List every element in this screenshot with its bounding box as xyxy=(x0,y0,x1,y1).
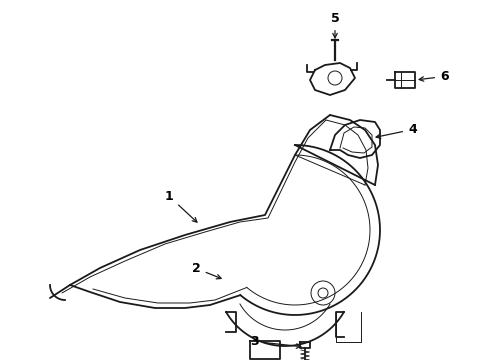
Text: 3: 3 xyxy=(250,335,301,348)
Text: 4: 4 xyxy=(376,123,417,138)
Text: 1: 1 xyxy=(165,190,197,222)
Text: 6: 6 xyxy=(419,70,449,83)
Text: 2: 2 xyxy=(192,262,221,279)
Text: 5: 5 xyxy=(331,12,340,38)
